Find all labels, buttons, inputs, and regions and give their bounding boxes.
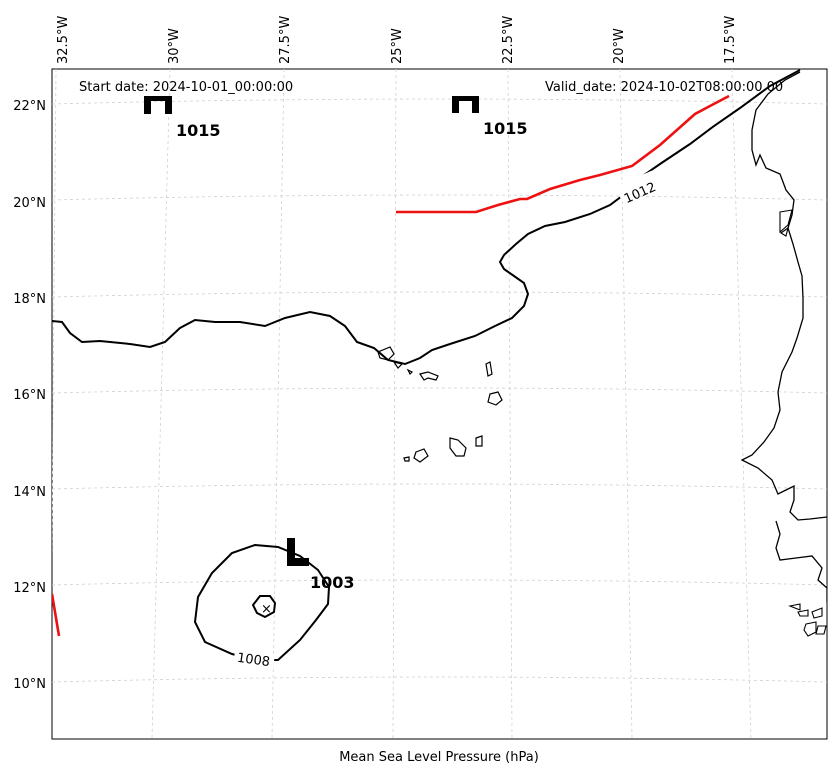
lon-label-27-5w: 27.5°W (278, 16, 293, 64)
valid-date-label: Valid_date: 2024-10-02T08:00:00.00 (545, 80, 783, 95)
latitude-labels: 22°N 20°N 18°N 16°N 14°N 12°N 10°N (13, 99, 46, 692)
lat-label-22n: 22°N (13, 99, 46, 114)
lat-label-20n: 20°N (13, 196, 46, 211)
coastline-africa (740, 71, 827, 521)
lon-label-25w: 25°W (390, 28, 405, 64)
low-symbol (287, 538, 309, 566)
high-symbol-2 (452, 96, 479, 113)
lon-label-30w: 30°W (167, 28, 182, 64)
lat-label-10n: 10°N (13, 677, 46, 692)
low-inner-ring (251, 595, 277, 619)
cape-verde-islands (377, 346, 503, 463)
coastline-africa-south (775, 520, 827, 602)
variable-label: Mean Sea Level Pressure (hPa) (339, 750, 539, 765)
high-value-1: 1015 (176, 121, 221, 140)
longitude-labels: 32.5°W 30°W 27.5°W 25°W 22.5°W 20°W 17.5… (56, 16, 738, 64)
isobar-label-1008: 1008 (236, 651, 271, 670)
high-symbol-1 (144, 96, 172, 114)
lat-label-14n: 14°N (13, 485, 46, 500)
front-northeast (396, 94, 730, 214)
isobar-1008 (193, 543, 331, 661)
lon-label-32-5w: 32.5°W (56, 16, 71, 64)
isobar-1012 (52, 69, 801, 366)
graticule (52, 69, 827, 739)
low-value: 1003 (310, 573, 355, 592)
isobar-label-bg-1012 (615, 170, 659, 202)
isobar-label-bg-1008 (233, 649, 275, 671)
lat-label-18n: 18°N (13, 292, 46, 307)
coastline-islands-east (779, 209, 827, 637)
lon-label-17-5w: 17.5°W (723, 16, 738, 64)
map-frame (51, 68, 828, 740)
lat-label-16n: 16°N (13, 388, 46, 403)
lon-label-22-5w: 22.5°W (501, 16, 516, 64)
lon-label-20w: 20°W (612, 28, 627, 64)
low-center-mark: × (261, 602, 272, 617)
high-value-2: 1015 (483, 119, 528, 138)
lat-label-12n: 12°N (13, 581, 46, 596)
front-west (52, 593, 61, 637)
start-date-label: Start date: 2024-10-01_00:00:00 (79, 80, 293, 95)
